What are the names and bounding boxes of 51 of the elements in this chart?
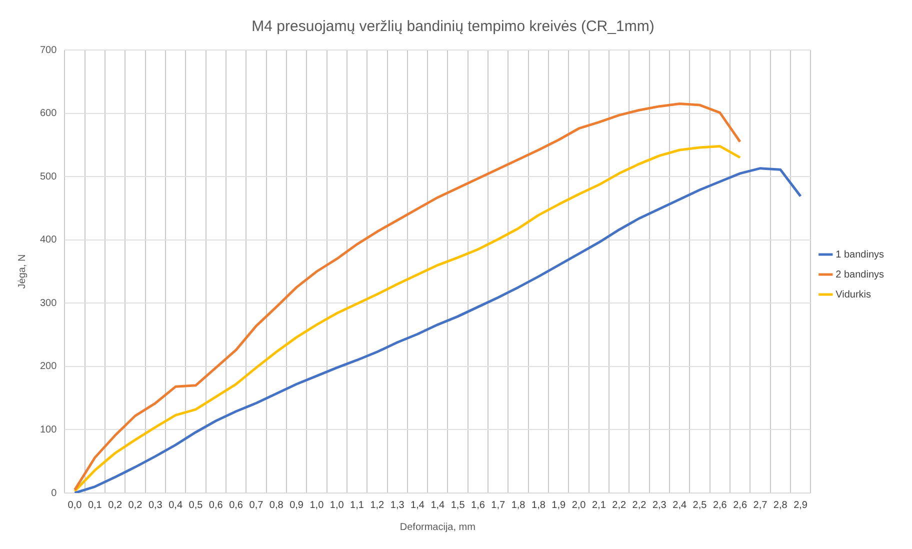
x-tick-label: 1,9 — [552, 500, 566, 511]
x-tick-label: 1,8 — [511, 500, 526, 511]
x-tick-label: 1,8 — [532, 500, 546, 511]
legend-label: Vidurkis — [836, 289, 872, 300]
x-tick-label: 0,2 — [108, 500, 122, 511]
x-tick-label: 2,2 — [632, 500, 647, 511]
x-tick-label: 1,1 — [350, 500, 364, 511]
x-tick-label: 0,9 — [290, 500, 304, 511]
x-tick-label: 2,9 — [794, 500, 808, 511]
x-tick-label: 2,0 — [572, 500, 586, 511]
x-tick-label: 1,5 — [450, 500, 466, 511]
x-tick-label: 1,3 — [390, 500, 405, 511]
x-tick-label: 1,0 — [310, 500, 324, 511]
x-tick-label: 1,4 — [430, 500, 446, 511]
x-tick-label: 1,6 — [471, 500, 486, 511]
y-tick-label: 500 — [40, 171, 58, 182]
x-tick-label: 0,8 — [269, 500, 284, 511]
y-tick-label: 600 — [40, 108, 58, 120]
x-tick-label: 0,3 — [148, 500, 163, 511]
legend-label: 2 bandinys — [836, 269, 884, 280]
x-tick-label: 2,2 — [612, 500, 626, 511]
legend-label: 1 bandinys — [836, 249, 884, 260]
x-tick-label: 2,8 — [773, 500, 788, 511]
x-tick-label: 0,1 — [88, 500, 102, 511]
x-tick-label: 2,5 — [692, 500, 708, 511]
x-tick-label: 0,5 — [188, 500, 204, 511]
x-tick-label: 2,6 — [733, 500, 748, 511]
y-axis-title: Jėga, N — [16, 254, 28, 289]
chart-title: M4 presuojamų veržlių bandinių tempimo kreivės (CR_1mm) — [252, 18, 654, 36]
x-tick-label: 2,7 — [753, 500, 768, 511]
x-tick-label: 1,0 — [330, 500, 344, 511]
x-tick-label: 2,1 — [592, 500, 606, 511]
y-tick-label: 300 — [40, 298, 58, 309]
y-tick-label: 200 — [40, 361, 58, 372]
x-tick-label: 1,7 — [491, 500, 506, 511]
y-tick-label: 700 — [40, 44, 58, 56]
x-tick-label: 0,4 — [168, 500, 183, 511]
y-tick-label: 0 — [51, 488, 58, 499]
x-tick-label: 0,6 — [208, 500, 224, 511]
x-tick-label: 2,6 — [712, 500, 728, 511]
x-tick-label: 1,4 — [410, 500, 425, 511]
x-tick-label: 0,0 — [68, 500, 82, 511]
x-tick-label: 0,2 — [128, 500, 143, 511]
y-tick-label: 100 — [40, 424, 58, 436]
y-tick-label: 400 — [40, 234, 58, 246]
x-tick-label: 0,6 — [229, 500, 244, 511]
x-tick-label: 1,2 — [370, 500, 385, 511]
x-tick-label: 2,3 — [652, 500, 667, 511]
x-tick-label: 2,4 — [672, 500, 687, 511]
x-tick-label: 0,7 — [249, 500, 264, 511]
x-axis-title: Deformacija, mm — [400, 522, 476, 533]
